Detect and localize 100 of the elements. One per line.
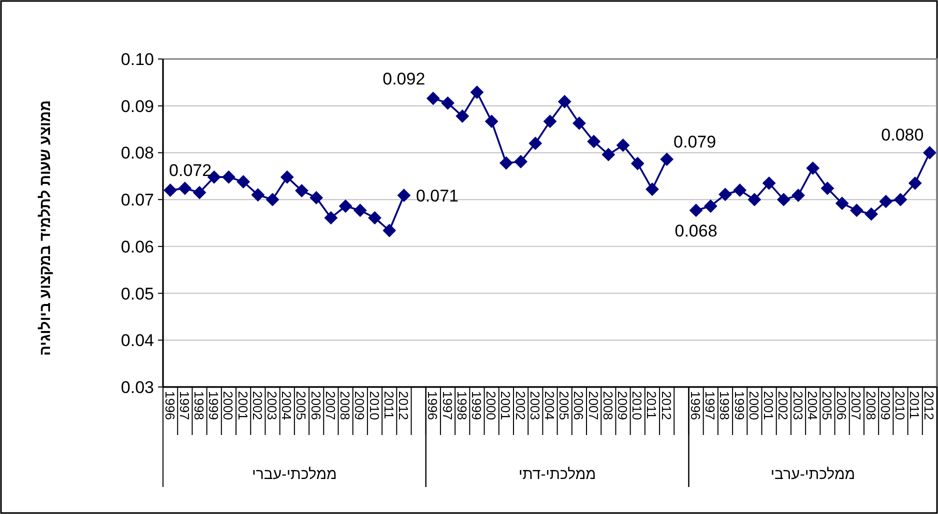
x-tick-label: 2012	[396, 391, 411, 420]
point	[572, 116, 586, 130]
x-tick-label: 2008	[863, 391, 878, 420]
point	[836, 196, 849, 210]
x-tick-label: 2009	[352, 391, 368, 420]
point	[236, 175, 250, 188]
x-tick-label: 2011	[381, 391, 396, 419]
x-tick-label: 2000	[746, 391, 762, 420]
point	[295, 184, 308, 198]
y-tick-label: 0.03	[120, 378, 154, 397]
x-tick-label: 2004	[804, 391, 820, 420]
x-tick-label: 1999	[468, 391, 484, 420]
y-axis-title: ממוצע שעות לתלמיד במקצוע ביולוגיה	[37, 100, 54, 356]
point	[528, 136, 542, 150]
x-tick-label: 2007	[322, 391, 338, 420]
point	[456, 110, 469, 123]
point	[894, 193, 907, 206]
point	[660, 152, 674, 166]
point	[441, 96, 454, 110]
text: ממלכתי-ערבי	[770, 466, 856, 483]
y-tick-label: 0.09	[120, 96, 154, 116]
point	[762, 176, 776, 190]
point	[879, 194, 892, 208]
x-tick-label: 2005	[556, 391, 572, 420]
x-tick-label: 2008	[338, 391, 353, 420]
x-tick-label: 2000	[220, 391, 236, 420]
point	[646, 182, 659, 196]
y-tick-label: 0.06	[120, 237, 154, 256]
x-tick-label: 1998	[717, 391, 732, 420]
x-tick-label: 1999	[206, 391, 222, 420]
point	[792, 188, 805, 202]
point	[616, 138, 630, 152]
x-tick-label: 1998	[454, 391, 470, 420]
x-tick-label: 2009	[878, 391, 893, 420]
x-tick-label: 1996	[688, 391, 704, 420]
x-tick-label: 1996	[425, 391, 440, 420]
x-tick-label: 2001	[235, 391, 250, 420]
point	[222, 170, 236, 184]
x-tick-label: 2007	[586, 391, 601, 420]
x-tick-label: 2005	[294, 391, 309, 420]
point	[193, 186, 206, 200]
point	[806, 162, 820, 175]
x-tick-label: 2003	[790, 391, 806, 420]
point	[631, 156, 644, 170]
x-tick-label: 2012	[658, 391, 674, 420]
y-tick-label: 0.07	[120, 190, 154, 210]
x-tick-label: 2002	[250, 391, 265, 420]
point	[558, 95, 572, 108]
point	[514, 155, 528, 168]
x-tick-label: 1998	[192, 391, 207, 420]
point	[733, 184, 746, 197]
x-tick-label: 2005	[819, 391, 834, 420]
x-tick-label: 2004	[542, 391, 557, 420]
x-tick-label: 2000	[484, 391, 499, 420]
x-tick-label: 1997	[702, 391, 718, 420]
x-tick-label: 2002	[512, 391, 528, 420]
point	[690, 204, 703, 217]
point	[164, 184, 177, 197]
x-tick-label: 2010	[366, 391, 382, 420]
point	[864, 208, 878, 221]
x-tick-label: 2010	[630, 391, 645, 420]
x-tick-label: 1997	[176, 391, 192, 420]
x-tick-label: 2008	[600, 391, 616, 420]
x-tick-label: 2006	[571, 391, 586, 420]
y-tick-label: 0.05	[120, 284, 154, 304]
x-tick-label: 2011	[907, 391, 922, 419]
x-tick-label: 2009	[615, 391, 630, 420]
x-tick-label: 2007	[848, 391, 864, 420]
point	[485, 114, 498, 128]
data-label: 0.072	[169, 161, 212, 180]
data-label: 0.092	[382, 69, 426, 88]
point	[397, 188, 410, 202]
point	[587, 134, 600, 148]
point	[748, 193, 761, 206]
x-tick-label: 2001	[761, 391, 776, 420]
text: ממלכתי-דתי	[518, 466, 596, 483]
point	[251, 188, 264, 202]
y-tick-label: 0.08	[120, 144, 154, 163]
x-tick-label: 1997	[440, 391, 455, 420]
point	[368, 211, 382, 224]
x-tick-label: 2004	[279, 391, 294, 420]
data-label: 0.080	[881, 126, 924, 145]
x-tick-label: 2002	[776, 391, 791, 420]
point	[704, 200, 718, 213]
point	[602, 148, 615, 162]
point	[382, 224, 396, 237]
point	[500, 156, 513, 170]
x-tick-label: 2006	[834, 391, 850, 420]
y-tick-label: 0.10	[120, 50, 154, 69]
point	[908, 176, 922, 190]
y-tick-label: 0.04	[120, 331, 154, 350]
point	[470, 86, 484, 99]
x-tick-label: 2012	[922, 391, 937, 420]
data-label: 0.068	[674, 221, 718, 240]
x-tick-label: 1996	[162, 391, 178, 420]
data-label: 0.079	[674, 132, 716, 152]
point	[544, 114, 556, 128]
point	[310, 191, 323, 204]
text: ממלכתי-עברי	[252, 466, 337, 483]
point	[923, 146, 936, 160]
